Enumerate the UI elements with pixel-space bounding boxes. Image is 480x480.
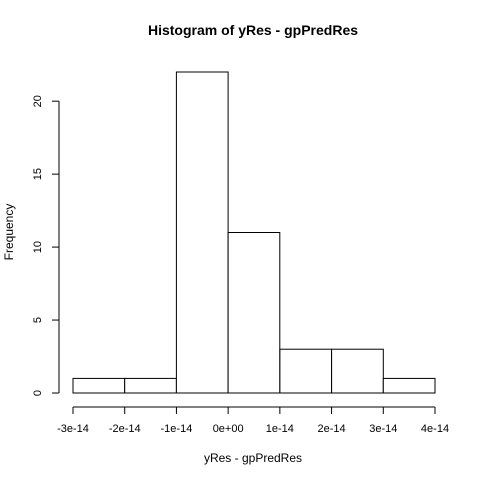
histogram-bar-0 <box>72 377 126 394</box>
x-tick-label-5: 2e-14 <box>318 423 346 435</box>
y-axis-label: Frequency <box>2 204 16 261</box>
histogram-bar-6 <box>382 377 436 394</box>
y-axis: 0 5 10 15 20 <box>32 95 60 396</box>
x-tick-label-7: 4e-14 <box>421 423 449 435</box>
x-axis: -3e-14 -2e-14 -1e-14 0e+00 1e-14 2e-14 3e-14 4e… <box>57 406 449 435</box>
histogram-bar-4 <box>279 348 333 394</box>
y-tick-label-3: 15 <box>32 168 44 180</box>
x-tick-label-1: -2e-14 <box>109 423 141 435</box>
histogram-bar-3 <box>227 232 281 394</box>
x-tick-label-2: -1e-14 <box>161 423 193 435</box>
y-tick-label-4: 20 <box>32 95 44 107</box>
histogram-bars <box>72 71 436 394</box>
histogram-bar-2 <box>175 71 229 394</box>
chart-title: Histogram of yRes - gpPredRes <box>148 22 358 38</box>
x-axis-label: yRes - gpPredRes <box>204 451 302 465</box>
y-tick-label-2: 10 <box>32 241 44 253</box>
x-tick-label-0: -3e-14 <box>57 423 89 435</box>
x-tick-label-6: 3e-14 <box>369 423 397 435</box>
y-tick-label-0: 0 <box>32 390 44 396</box>
x-tick-label-4: 1e-14 <box>266 423 294 435</box>
x-tick-label-3: 0e+00 <box>213 423 244 435</box>
y-tick-label-1: 5 <box>32 317 44 323</box>
histogram-bar-1 <box>124 377 177 394</box>
histogram-bar-5 <box>331 348 384 394</box>
